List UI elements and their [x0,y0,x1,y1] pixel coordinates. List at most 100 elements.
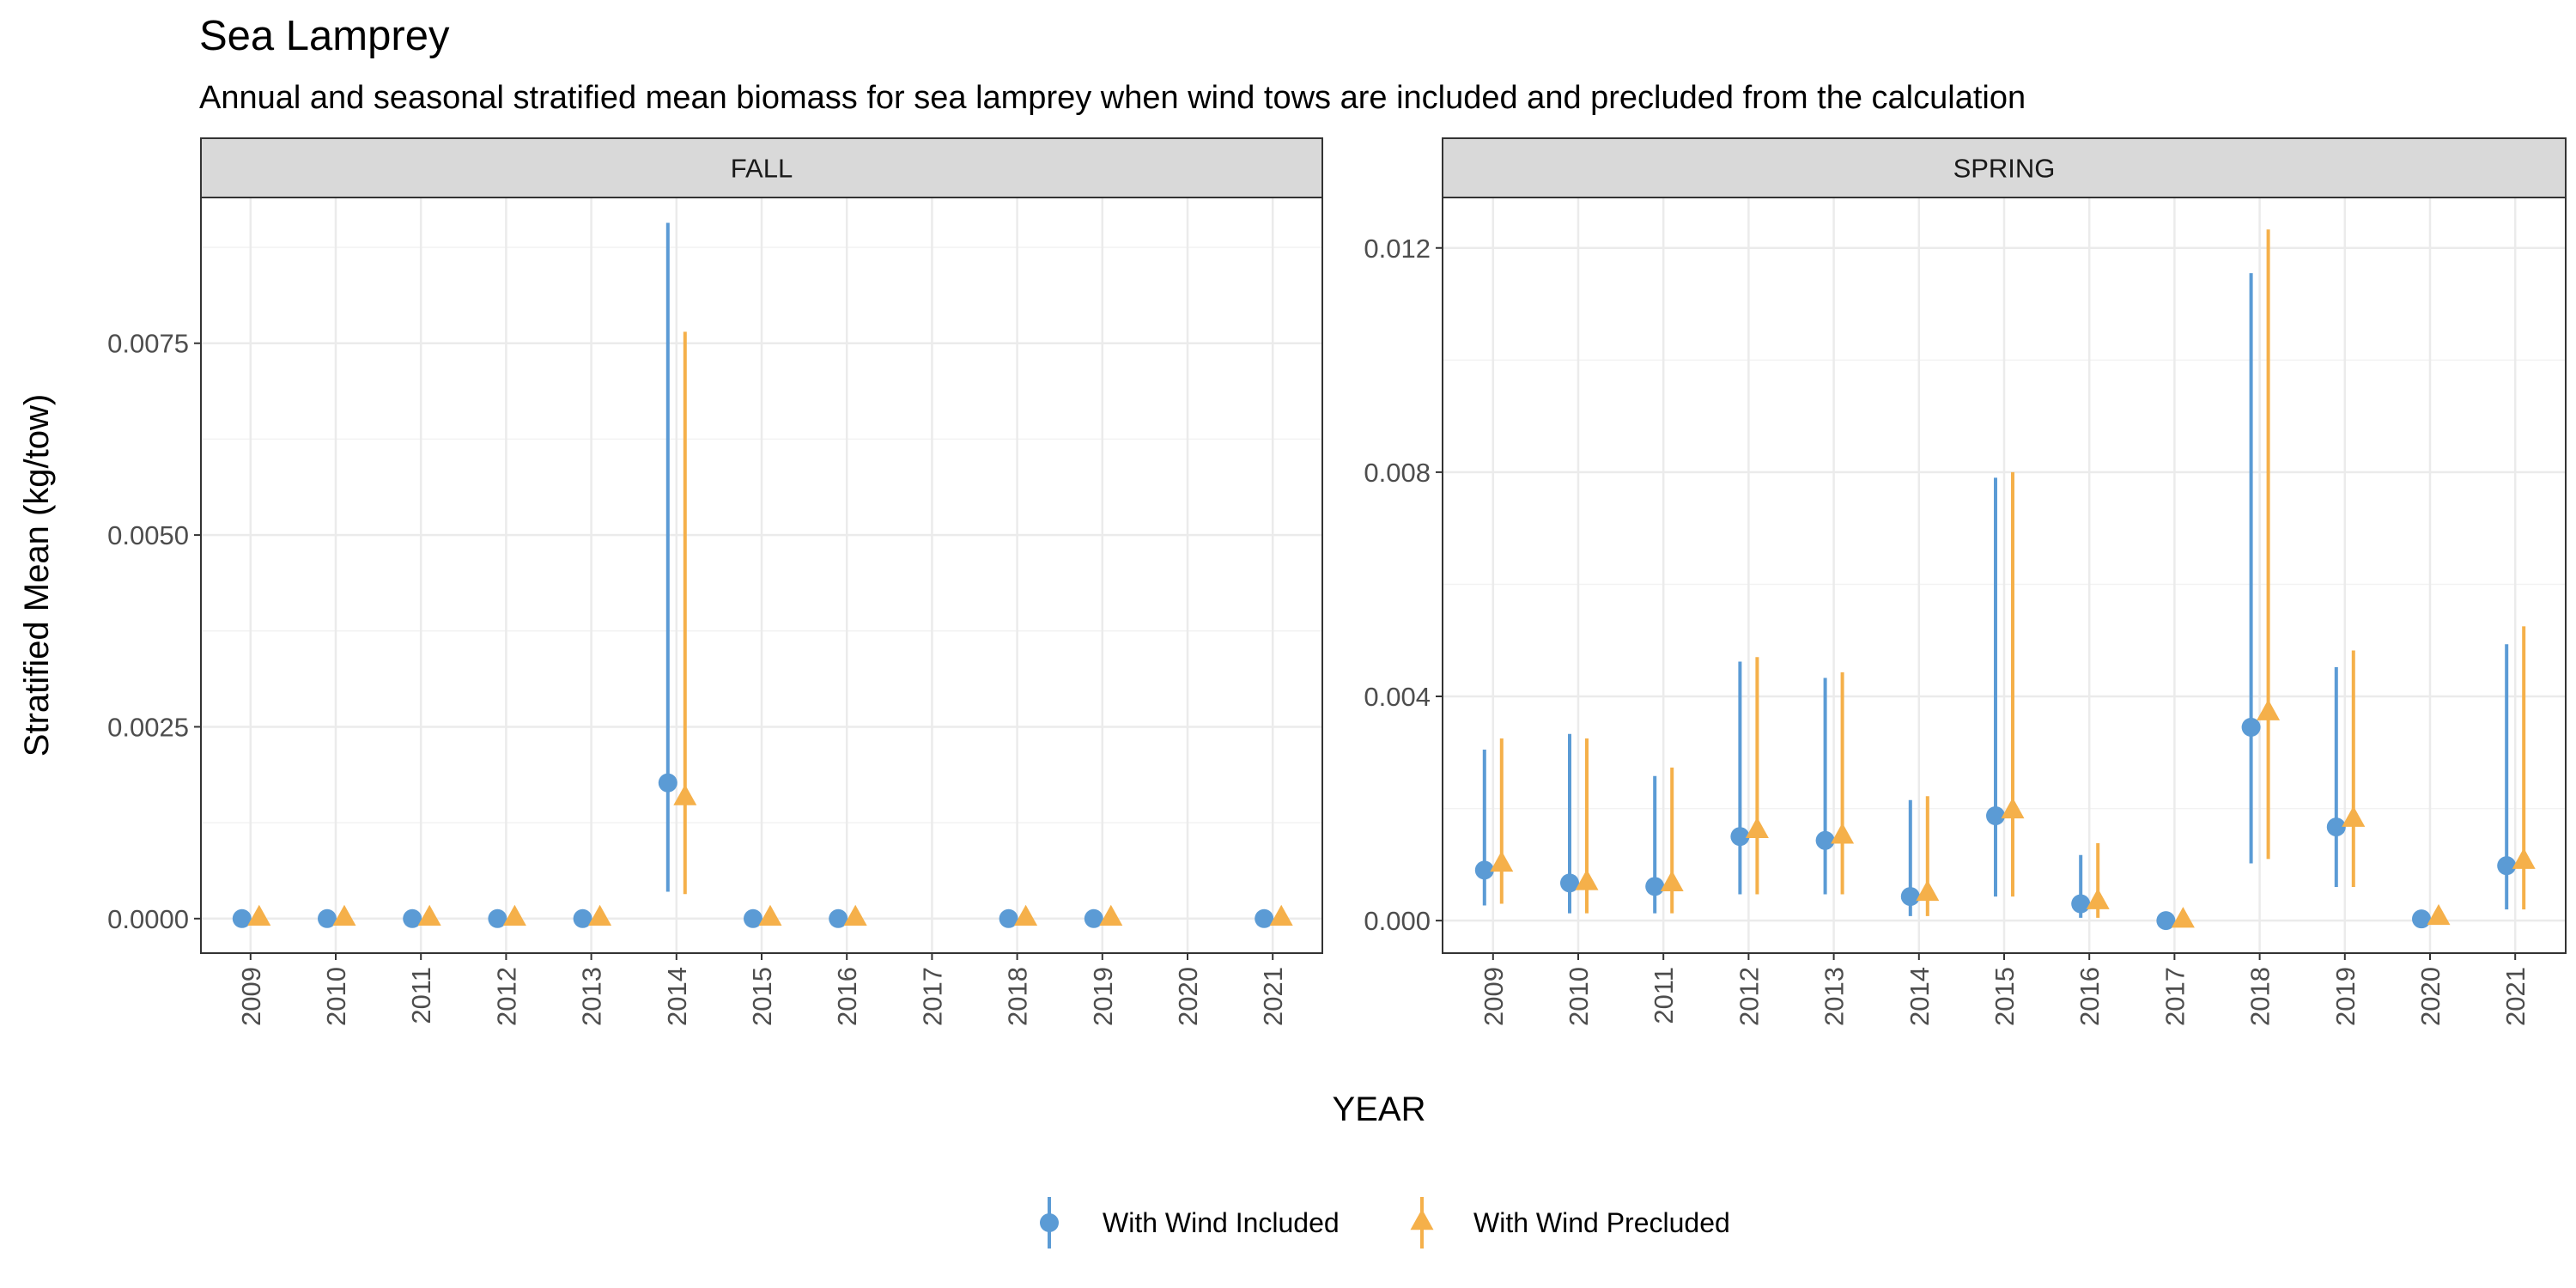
facet-strip [1442,137,2567,198]
legend-item-included: With Wind Included [1040,1197,1340,1249]
x-tick-label: 2011 [406,967,436,1024]
x-tick-label: 2016 [832,967,862,1026]
facet-strip [200,137,1323,198]
data-point-included [2412,909,2431,929]
panel-fall: 0.0000 0.0025 0.0050 0.0075 2009 2010 2011 2012… [107,137,1323,1026]
facet-strip-label: FALL [731,154,793,184]
data-point-precluded [588,904,612,927]
data-point-included [1986,806,2005,826]
data-point-precluded [2342,805,2366,827]
data-point-precluded [2257,699,2281,720]
x-tick-label: 2012 [1734,967,1764,1026]
y-tick-label: 0.0050 [107,520,189,550]
data-point-precluded [1099,904,1123,927]
facet-strip-label: SPRING [1953,154,2056,184]
data-point-included [2326,817,2346,837]
data-point-included [488,908,507,928]
data-point-included [1560,873,1579,893]
data-point-precluded [843,904,867,927]
data-point-included [1255,908,1274,928]
y-tick-label: 0.000 [1364,906,1431,936]
chart-title: Sea Lamprey [199,13,450,59]
x-tick-label: 2009 [236,967,266,1026]
data-point-included [2156,911,2176,931]
data-point-precluded [2171,907,2195,928]
data-point-included [1730,827,1750,847]
x-tick-label: 2018 [1003,967,1033,1026]
data-point-precluded [673,784,697,805]
x-tick-label: 2015 [1990,967,2020,1026]
x-tick-label: 2019 [2330,967,2360,1026]
x-tick-label: 2020 [2415,967,2445,1026]
data-point-precluded [2001,797,2025,819]
data-point-precluded [1745,817,1769,838]
y-tick-label: 0.012 [1364,234,1431,264]
data-point-precluded [1660,870,1684,891]
legend-label: With Wind Included [1103,1207,1340,1238]
x-tick-label: 2014 [1905,967,1935,1026]
series-precluded [1490,229,2536,928]
data-point-precluded [1014,904,1038,927]
x-tick-label: 2009 [1479,967,1509,1026]
x-tick-label: 2018 [2245,967,2275,1026]
series-included [1474,273,2517,931]
data-point-precluded [2427,903,2451,926]
data-point-included [658,773,677,793]
data-point-included [829,908,848,928]
x-tick-label: 2016 [2075,967,2105,1026]
data-point-included [1645,877,1665,896]
x-tick-label: 2013 [577,967,607,1026]
data-point-precluded [1916,879,1940,902]
facet-panels: 0.0000 0.0025 0.0050 0.0075 2009 2010 2011 2012… [107,137,2567,1026]
y-tick-label: 0.0025 [107,712,189,742]
x-tick-label: 2014 [662,967,692,1026]
data-point-included [1474,860,1494,880]
legend-item-precluded: With Wind Precluded [1410,1197,1730,1249]
panel-spring: 0.000 0.004 0.008 0.012 2009 2010 2011 2012 2013… [1364,137,2567,1026]
y-tick-label: 0.0000 [107,904,189,934]
legend-key-triangle [1410,1208,1434,1230]
x-tick-label: 2011 [1649,967,1679,1024]
data-point-precluded [1575,869,1599,890]
data-point-precluded [1269,904,1293,927]
data-point-included [2071,894,2091,914]
series-precluded [247,331,1293,927]
data-point-precluded [2512,848,2536,869]
series-included [232,222,1274,928]
data-point-included [1815,830,1835,850]
data-point-included [2497,856,2517,876]
x-axis-title: YEAR [1333,1091,1426,1128]
data-point-precluded [1831,823,1855,844]
x-tick-label: 2019 [1088,967,1118,1026]
data-point-included [1900,887,1920,907]
data-point-precluded [502,904,526,927]
x-tick-label: 2017 [917,967,947,1026]
x-tick-label: 2012 [491,967,521,1026]
data-point-included [2241,717,2261,737]
data-point-included [744,908,762,928]
data-point-precluded [247,904,271,927]
x-tick-label: 2021 [2500,967,2530,1026]
y-tick-label: 0.008 [1364,458,1431,488]
legend-key-circle [1040,1213,1059,1232]
x-tick-label: 2013 [1820,967,1850,1026]
x-tick-label: 2021 [1258,967,1288,1026]
data-point-precluded [758,904,782,927]
x-tick-label: 2020 [1173,967,1203,1026]
data-point-precluded [1490,850,1514,872]
data-point-included [999,908,1018,928]
x-tick-label: 2015 [747,967,777,1026]
data-point-included [318,908,337,928]
data-point-precluded [417,904,441,927]
legend-label: With Wind Precluded [1473,1207,1730,1238]
data-point-included [232,908,252,928]
x-tick-label: 2010 [321,967,351,1026]
chart-subtitle: Annual and seasonal stratified mean biom… [199,80,2026,116]
x-tick-label: 2017 [2160,967,2190,1026]
y-tick-label: 0.0075 [107,329,189,359]
y-tick-label: 0.004 [1364,682,1431,712]
x-tick-label: 2010 [1564,967,1594,1026]
data-point-included [1084,908,1103,928]
data-point-included [573,908,592,928]
